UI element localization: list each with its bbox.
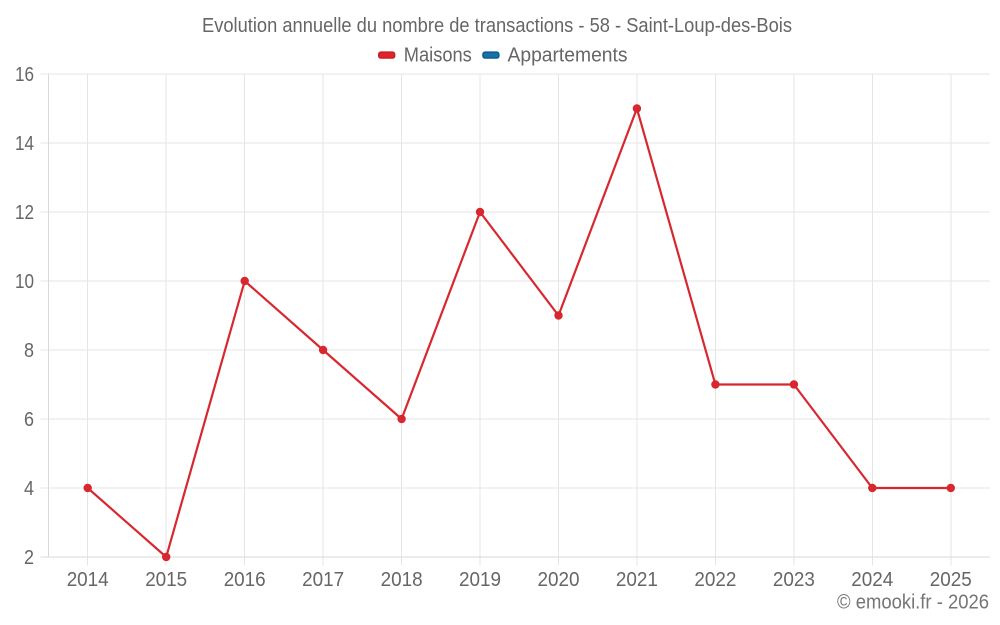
svg-text:2017: 2017 [302,569,344,591]
svg-text:2014: 2014 [67,569,109,591]
svg-text:2022: 2022 [694,569,736,591]
svg-text:2020: 2020 [538,569,580,591]
svg-text:2025: 2025 [930,569,972,591]
svg-text:Maisons: Maisons [404,45,472,67]
svg-text:14: 14 [15,133,34,155]
svg-text:2019: 2019 [459,569,501,591]
svg-text:12: 12 [15,202,34,224]
svg-text:2018: 2018 [381,569,423,591]
svg-text:16: 16 [15,64,34,86]
svg-text:2: 2 [24,547,34,569]
svg-text:8: 8 [24,340,34,362]
svg-text:2015: 2015 [145,569,187,591]
svg-text:4: 4 [24,478,34,500]
svg-text:6: 6 [24,409,34,431]
svg-text:© emooki.fr - 2026: © emooki.fr - 2026 [837,592,989,614]
svg-text:2021: 2021 [616,569,658,591]
svg-text:2023: 2023 [773,569,815,591]
svg-text:Evolution annuelle du nombre d: Evolution annuelle du nombre de transact… [202,15,792,37]
svg-text:Appartements: Appartements [508,45,628,67]
svg-text:10: 10 [15,271,34,293]
svg-text:2016: 2016 [224,569,266,591]
svg-text:2024: 2024 [851,569,893,591]
